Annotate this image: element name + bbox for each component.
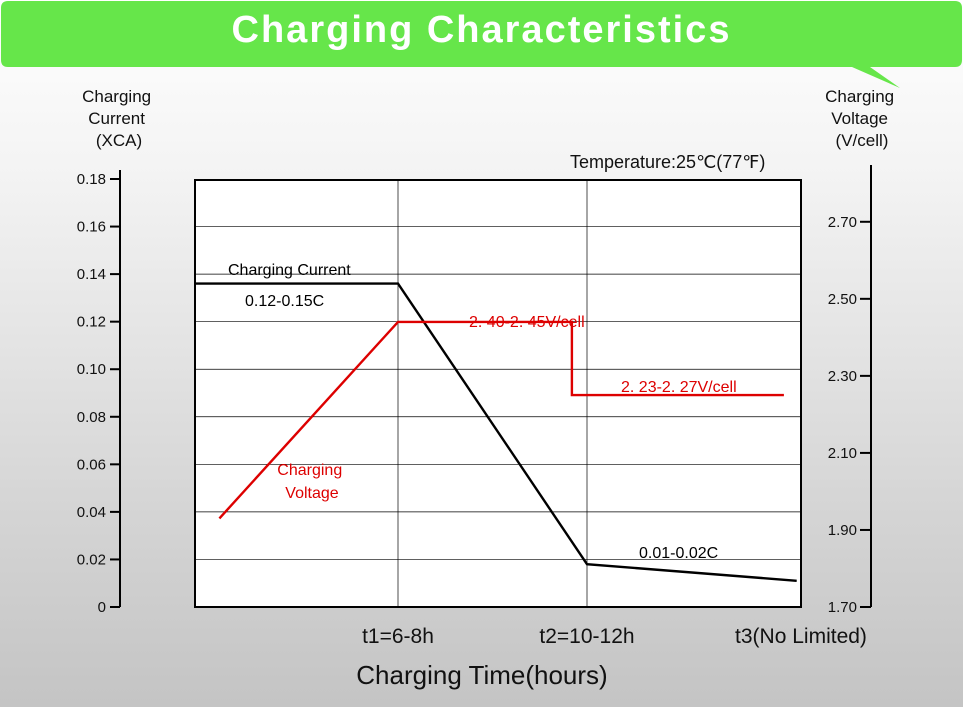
right-axis-title-line: Charging	[825, 87, 894, 106]
left-tick-label: 0.10	[77, 361, 106, 378]
left-tick-label: 0.04	[77, 504, 106, 521]
current-range-label: 0.12-0.15C	[245, 293, 324, 310]
banner-shape	[1, 1, 962, 88]
current-series-label: Charging Current	[228, 262, 351, 279]
chart-title: Charging Characteristics	[231, 9, 732, 51]
plot-border	[194, 179, 802, 608]
left-tick-label: 0.16	[77, 219, 106, 236]
right-tick-label: 2.70	[828, 214, 857, 231]
left-axis-title-line: Current	[88, 109, 145, 128]
current-series-line	[195, 282, 797, 582]
left-tick-label: 0.08	[77, 409, 106, 426]
left-tick-label: 0.14	[77, 266, 106, 283]
condition-label: Temperature:25℃(77℉)	[570, 152, 765, 172]
right-axis-title-line: Voltage	[831, 109, 888, 128]
left-tick-label: 0	[98, 599, 106, 616]
left-tick-label: 0.12	[77, 314, 106, 331]
voltage-series-label-line: Charging	[277, 462, 342, 479]
right-tick-label: 1.70	[828, 599, 857, 616]
right-axis-title: Charging Voltage (V/cell)	[825, 87, 899, 150]
x-axis-title: Charging Time(hours)	[356, 660, 607, 690]
right-tick-label: 2.30	[828, 368, 857, 385]
title-banner	[1, 1, 962, 88]
left-axis-title: Charging Current (XCA)	[82, 87, 156, 150]
right-axis: 1.70 1.90 2.10 2.30 2.50 2.70 Charging Voltag…	[825, 87, 899, 616]
plot-background	[195, 180, 801, 607]
voltage-float-label: 2. 23-2. 27V/cell	[621, 379, 737, 396]
right-tick-label: 1.90	[828, 522, 857, 539]
right-axis-title-line: (V/cell)	[836, 131, 889, 150]
right-tick-label: 2.50	[828, 291, 857, 308]
x-tick-label: t3(No Limited)	[735, 625, 867, 648]
left-axis-title-line: (XCA)	[96, 131, 142, 150]
voltage-series-line	[218, 320, 784, 520]
left-tick-label: 0.06	[77, 456, 106, 473]
x-axis-tick-labels: t1=6-8h t2=10-12h t3(No Limited)	[362, 625, 867, 648]
plot-area	[194, 179, 802, 608]
vertical-gridlines	[397, 180, 588, 607]
voltage-series-label: Charging Voltage	[277, 462, 346, 502]
left-tick-label: 0.02	[77, 551, 106, 568]
x-tick-label: t1=6-8h	[362, 625, 434, 648]
x-tick-label: t2=10-12h	[539, 625, 634, 648]
left-axis-title-line: Charging	[82, 87, 151, 106]
current-float-label: 0.01-0.02C	[639, 545, 718, 562]
voltage-high-label: 2. 40-2. 45V/cell	[469, 314, 585, 331]
left-axis-ticks: 0 0.02 0.04 0.06 0.08 0.10 0.12 0.14 0.16 0.18	[77, 171, 120, 616]
voltage-series-label-line: Voltage	[285, 485, 338, 502]
left-axis: 0 0.02 0.04 0.06 0.08 0.10 0.12 0.14 0.16 0.18 Ch…	[77, 87, 156, 616]
right-axis-ticks: 1.70 1.90 2.10 2.30 2.50 2.70	[828, 214, 871, 616]
series-layer	[195, 282, 797, 582]
left-tick-label: 0.18	[77, 171, 106, 188]
right-tick-label: 2.10	[828, 445, 857, 462]
